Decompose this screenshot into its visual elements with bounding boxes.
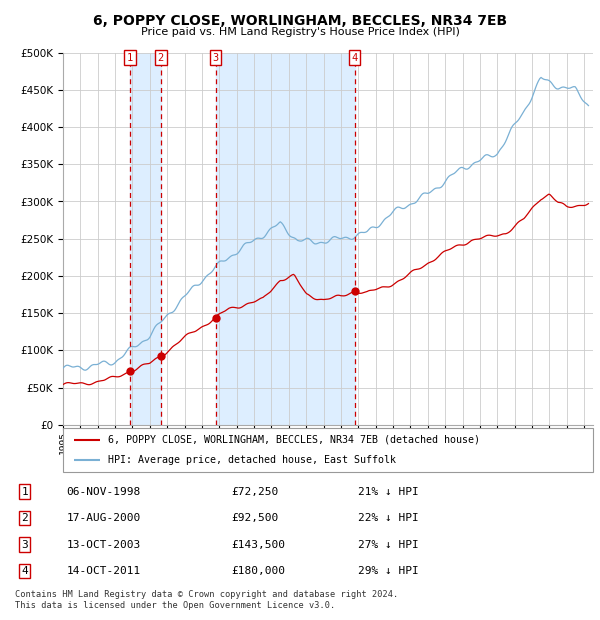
Text: £143,500: £143,500 bbox=[231, 539, 285, 549]
Text: This data is licensed under the Open Government Licence v3.0.: This data is licensed under the Open Gov… bbox=[15, 601, 335, 611]
Text: HPI: Average price, detached house, East Suffolk: HPI: Average price, detached house, East… bbox=[108, 455, 396, 466]
Text: 14-OCT-2011: 14-OCT-2011 bbox=[67, 566, 141, 576]
Text: 21% ↓ HPI: 21% ↓ HPI bbox=[358, 487, 418, 497]
Text: 6, POPPY CLOSE, WORLINGHAM, BECCLES, NR34 7EB (detached house): 6, POPPY CLOSE, WORLINGHAM, BECCLES, NR3… bbox=[108, 435, 480, 445]
Bar bbox=[130, 53, 161, 425]
Text: 27% ↓ HPI: 27% ↓ HPI bbox=[358, 539, 418, 549]
Text: 29% ↓ HPI: 29% ↓ HPI bbox=[358, 566, 418, 576]
Text: £72,250: £72,250 bbox=[231, 487, 278, 497]
Text: 22% ↓ HPI: 22% ↓ HPI bbox=[358, 513, 418, 523]
Text: 4: 4 bbox=[352, 53, 358, 63]
Text: £180,000: £180,000 bbox=[231, 566, 285, 576]
Text: 3: 3 bbox=[21, 539, 28, 549]
Text: 3: 3 bbox=[212, 53, 219, 63]
Text: Contains HM Land Registry data © Crown copyright and database right 2024.: Contains HM Land Registry data © Crown c… bbox=[15, 590, 398, 600]
Text: 06-NOV-1998: 06-NOV-1998 bbox=[67, 487, 141, 497]
Text: 1: 1 bbox=[21, 487, 28, 497]
Bar bbox=[215, 53, 355, 425]
Text: £92,500: £92,500 bbox=[231, 513, 278, 523]
Text: 17-AUG-2000: 17-AUG-2000 bbox=[67, 513, 141, 523]
Text: 2: 2 bbox=[21, 513, 28, 523]
Text: 4: 4 bbox=[21, 566, 28, 576]
Text: Price paid vs. HM Land Registry's House Price Index (HPI): Price paid vs. HM Land Registry's House … bbox=[140, 27, 460, 37]
Text: 13-OCT-2003: 13-OCT-2003 bbox=[67, 539, 141, 549]
Text: 6, POPPY CLOSE, WORLINGHAM, BECCLES, NR34 7EB: 6, POPPY CLOSE, WORLINGHAM, BECCLES, NR3… bbox=[93, 14, 507, 28]
Text: 2: 2 bbox=[158, 53, 164, 63]
Text: 1: 1 bbox=[127, 53, 133, 63]
